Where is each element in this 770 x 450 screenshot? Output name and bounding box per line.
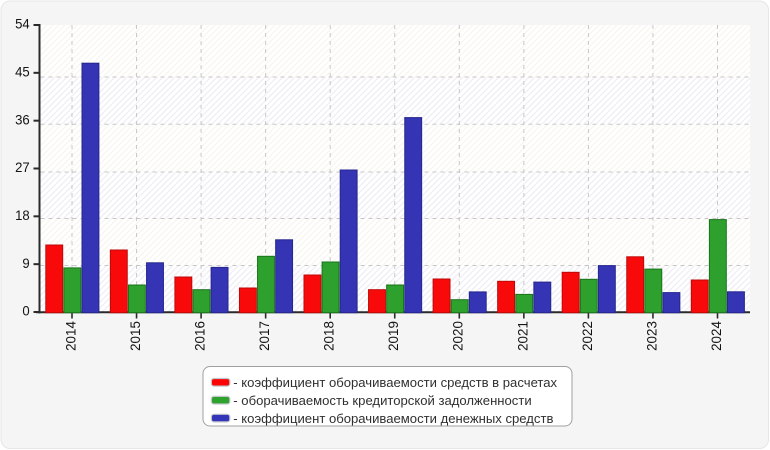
svg-text:2023: 2023 [644, 321, 659, 351]
svg-text:2018: 2018 [322, 321, 337, 351]
svg-text:2019: 2019 [386, 321, 401, 351]
svg-text:- коэффициент оборачиваемости: - коэффициент оборачиваемости средств в … [233, 375, 557, 390]
svg-text:2014: 2014 [63, 321, 78, 351]
svg-text:2016: 2016 [193, 321, 208, 351]
svg-text:2024: 2024 [709, 321, 724, 351]
svg-text:36: 36 [15, 112, 30, 128]
svg-text:18: 18 [15, 208, 30, 224]
svg-text:- оборачиваемость кредиторской: - оборачиваемость кредиторской задолженн… [233, 393, 531, 408]
svg-text:45: 45 [15, 64, 30, 80]
svg-text:2015: 2015 [128, 321, 143, 351]
svg-text:2017: 2017 [257, 321, 272, 351]
svg-text:2021: 2021 [515, 321, 530, 351]
svg-text:9: 9 [22, 255, 29, 271]
svg-text:27: 27 [15, 160, 30, 176]
svg-text:54: 54 [15, 16, 30, 32]
svg-text:- коэффициент оборачиваемости: - коэффициент оборачиваемости денежных с… [233, 411, 553, 426]
svg-text:2022: 2022 [580, 321, 595, 351]
svg-text:0: 0 [22, 303, 30, 319]
svg-text:2020: 2020 [451, 321, 466, 351]
